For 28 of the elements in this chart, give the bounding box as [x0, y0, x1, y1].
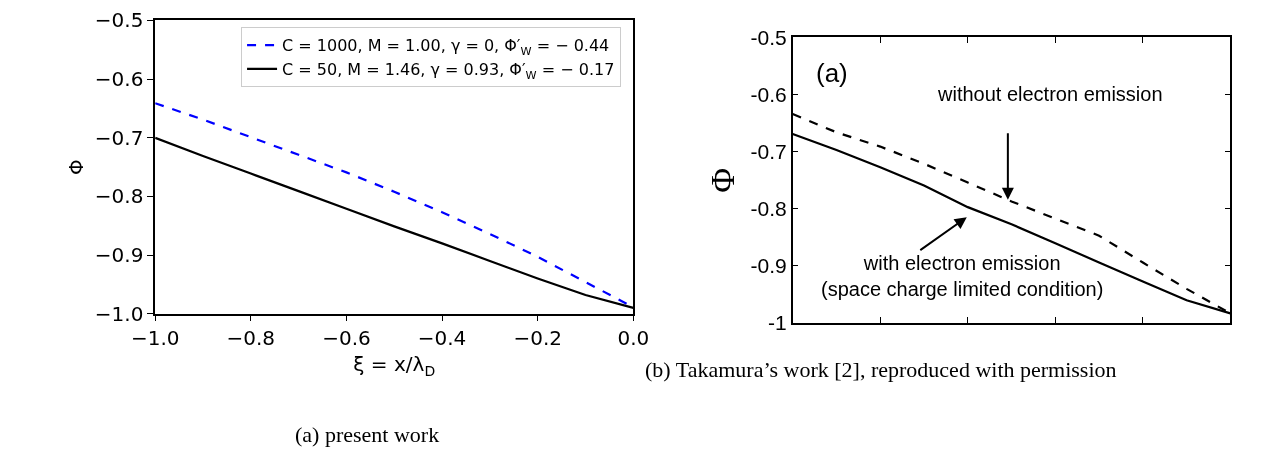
x-tick-label: −0.8 — [226, 326, 276, 351]
x-tick-label: 0.0 — [617, 326, 650, 351]
y-tick-label: −0.6 — [94, 67, 144, 92]
y-tick-label: -0.5 — [750, 25, 787, 49]
y-tick-label: −0.8 — [94, 184, 144, 209]
y-tick-label: -0.8 — [750, 197, 787, 221]
y-tick-label: −0.9 — [94, 243, 144, 268]
annotation: (a) — [816, 58, 848, 88]
x-tick-label: −1.0 — [130, 326, 180, 351]
legend-label: C = 50, M = 1.46, γ = 0.93, Φ′$_{W}$ = − 0.17 — [282, 60, 615, 82]
x-tick-label: −0.4 — [417, 326, 467, 351]
x-axis-title: ξ = x/λ$_{D}$ — [353, 352, 436, 379]
annotation: with electron emission (space charge limited condition) — [821, 252, 1104, 300]
y-tick-label: -0.9 — [750, 254, 787, 278]
x-tick-label: −0.6 — [322, 326, 371, 351]
y-tick-label: -1 — [768, 311, 787, 335]
annotation: without electron emission — [937, 83, 1163, 105]
y-axis-title: Φ — [703, 167, 741, 193]
text: (b) Takamura’s work [2], reproduced with permission — [645, 357, 1117, 382]
y-tick-label: −1.0 — [94, 301, 144, 326]
y-tick-label: -0.6 — [750, 82, 787, 106]
text: (a) present work — [295, 422, 440, 447]
y-axis-title: Φ — [63, 159, 88, 175]
x-tick-label: −0.2 — [513, 326, 562, 351]
legend-label: C = 1000, M = 1.00, γ = 0, Φ′$_{W}$ = − 0.44 — [282, 36, 610, 58]
y-tick-label: -0.7 — [750, 140, 787, 164]
y-tick-label: −0.7 — [94, 125, 144, 150]
y-tick-label: −0.5 — [94, 8, 144, 33]
